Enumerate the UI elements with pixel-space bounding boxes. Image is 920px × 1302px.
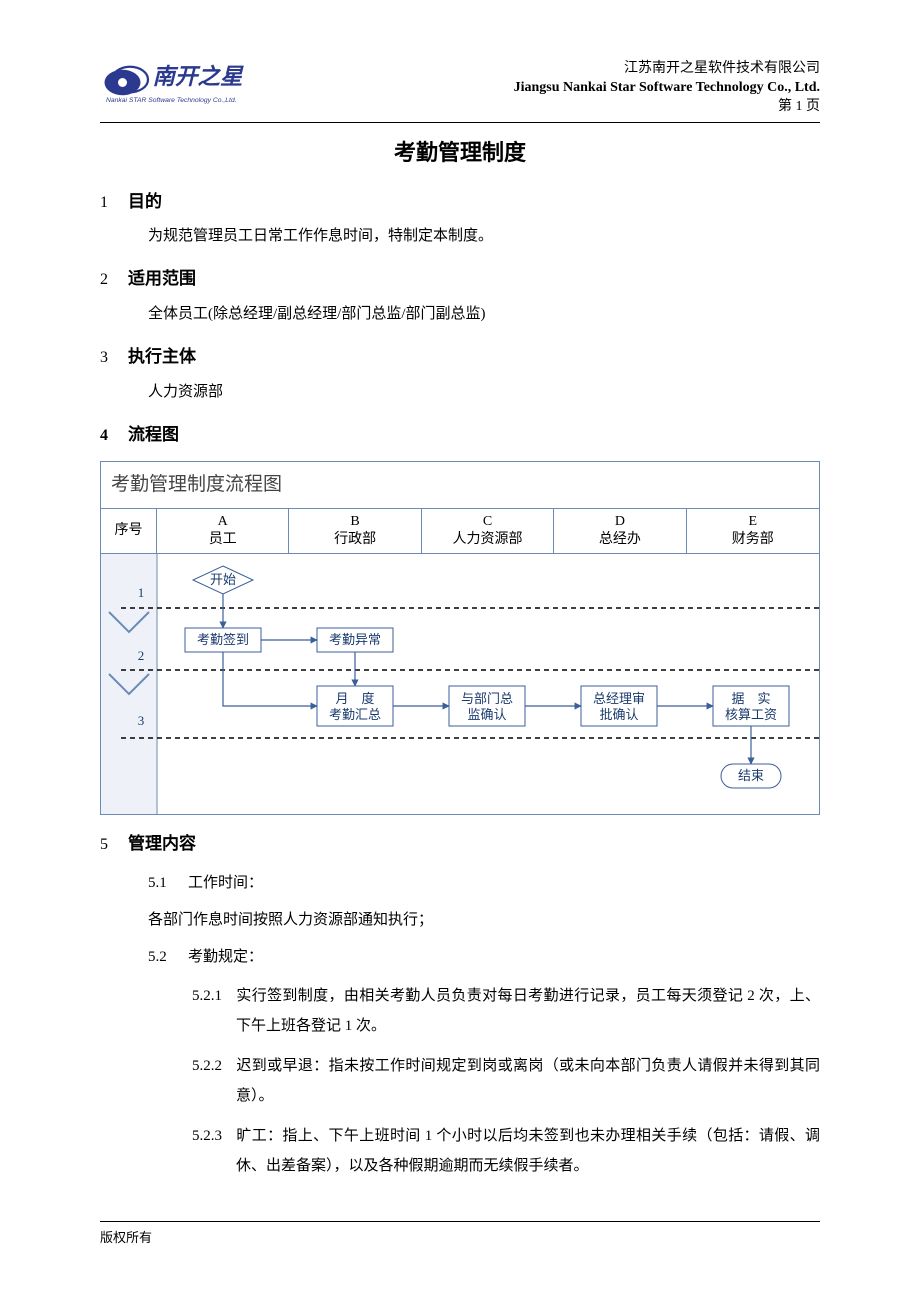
section-title: 执行主体 [128,342,196,373]
copyright-text: 版权所有 [100,1230,152,1245]
section-number: 3 [100,344,128,373]
company-name-en: Jiangsu Nankai Star Software Technology … [514,79,820,98]
subsection-5-1-body: 各部门作息时间按照人力资源部通知执行； [148,907,820,934]
subsection-title: 工作时间： [188,870,263,897]
item-5-2-1: 5.2.1实行签到制度，由相关考勤人员负责对每日考勤进行记录，员工每天须登记 2… [192,981,820,1041]
subsection-5-2: 5.2 考勤规定： [148,944,820,971]
item-number: 5.2.2 [192,1051,236,1081]
flowchart-col-A: A员工 [157,509,289,553]
section-3-body: 人力资源部 [148,379,820,406]
page-header: 南开之星 Nankai STAR Software Technology Co.… [100,60,820,123]
section-title: 流程图 [128,420,179,451]
node-end-label: 结束 [738,768,764,783]
subsection-number: 5.2 [148,944,188,971]
page-number: 第 1 页 [514,98,820,117]
node-start-label: 开始 [210,572,236,587]
section-number: 4 [100,422,128,451]
flowchart-title: 考勤管理制度流程图 [101,462,819,509]
flowchart-svg: 1 2 3 开始 考勤签到 考勤异常 [101,554,819,814]
flowchart-col-B: B行政部 [289,509,421,553]
flowchart-body: 1 2 3 开始 考勤签到 考勤异常 [101,554,819,814]
page-footer: 版权所有 [100,1221,820,1249]
item-number: 5.2.3 [192,1121,236,1151]
row-num-2: 2 [138,648,145,663]
logo-text-en: Nankai STAR Software Technology Co.,Ltd. [106,97,237,104]
company-info: 江苏南开之星软件技术有限公司 Jiangsu Nankai Star Softw… [514,60,820,117]
item-text: 旷工：指上、下午上班时间 1 个小时以后均未签到也未办理相关手续（包括：请假、调… [236,1128,820,1174]
flowchart-header-row: 序号 A员工 B行政部 C人力资源部 D总经办 E财务部 [101,509,819,554]
subsection-5-1: 5.1 工作时间： [148,870,820,897]
flowchart-seq-header: 序号 [101,509,157,553]
section-2-heading: 2 适用范围 [100,264,820,295]
section-number: 5 [100,831,128,860]
node-confirm-label-1: 与部门总 [461,691,513,706]
flowchart-container: 考勤管理制度流程图 序号 A员工 B行政部 C人力资源部 D总经办 E财务部 1 [100,461,820,816]
section-5-heading: 5 管理内容 [100,829,820,860]
item-text: 迟到或早退：指未按工作时间规定到岗或离岗（或未向本部门负责人请假并未得到其同意）… [236,1058,820,1104]
section-3-heading: 3 执行主体 [100,342,820,373]
seq-label: 序号 [115,522,143,540]
item-text: 实行签到制度，由相关考勤人员负责对每日考勤进行记录，员工每天须登记 2 次，上、… [236,988,820,1034]
company-name-cn: 江苏南开之星软件技术有限公司 [514,60,820,79]
section-title: 管理内容 [128,829,196,860]
item-5-2-2: 5.2.2迟到或早退：指未按工作时间规定到岗或离岗（或未向本部门负责人请假并未得… [192,1051,820,1111]
row-num-3: 3 [138,713,145,728]
item-5-2-3: 5.2.3旷工：指上、下午上班时间 1 个小时以后均未签到也未办理相关手续（包括… [192,1121,820,1181]
node-anomaly-label: 考勤异常 [329,632,381,647]
document-title: 考勤管理制度 [100,133,820,173]
node-signin-label: 考勤签到 [197,632,249,647]
flowchart-col-D: D总经办 [554,509,686,553]
node-salary-label-1: 据 实 [731,691,770,706]
company-logo: 南开之星 Nankai STAR Software Technology Co.… [100,60,310,118]
section-1-body: 为规范管理员工日常工作作息时间，特制定本制度。 [148,223,820,250]
edge-signin-monthly [223,652,317,706]
logo-text-cn: 南开之星 [153,64,245,89]
node-monthly-label-2: 考勤汇总 [329,707,381,722]
subsection-number: 5.1 [148,870,188,897]
node-approve-label-2: 批确认 [599,707,638,722]
flowchart-col-C: C人力资源部 [422,509,554,553]
subsection-title: 考勤规定： [188,944,263,971]
item-number: 5.2.1 [192,981,236,1011]
node-monthly-label-1: 月 度 [335,691,374,706]
section-title: 目的 [128,187,162,218]
section-number: 1 [100,189,128,218]
section-title: 适用范围 [128,264,196,295]
node-salary-label-2: 核算工资 [725,707,777,722]
flowchart-col-E: E财务部 [687,509,819,553]
section-2-body: 全体员工(除总经理/副总经理/部门总监/部门副总监) [148,301,820,328]
seq-column-bg [101,554,157,814]
section-number: 2 [100,266,128,295]
section-4-heading: 4 流程图 [100,420,820,451]
node-confirm-label-2: 监确认 [467,707,506,722]
node-approve-label-1: 总经理审 [593,691,645,706]
section-1-heading: 1 目的 [100,187,820,218]
row-num-1: 1 [138,585,145,600]
